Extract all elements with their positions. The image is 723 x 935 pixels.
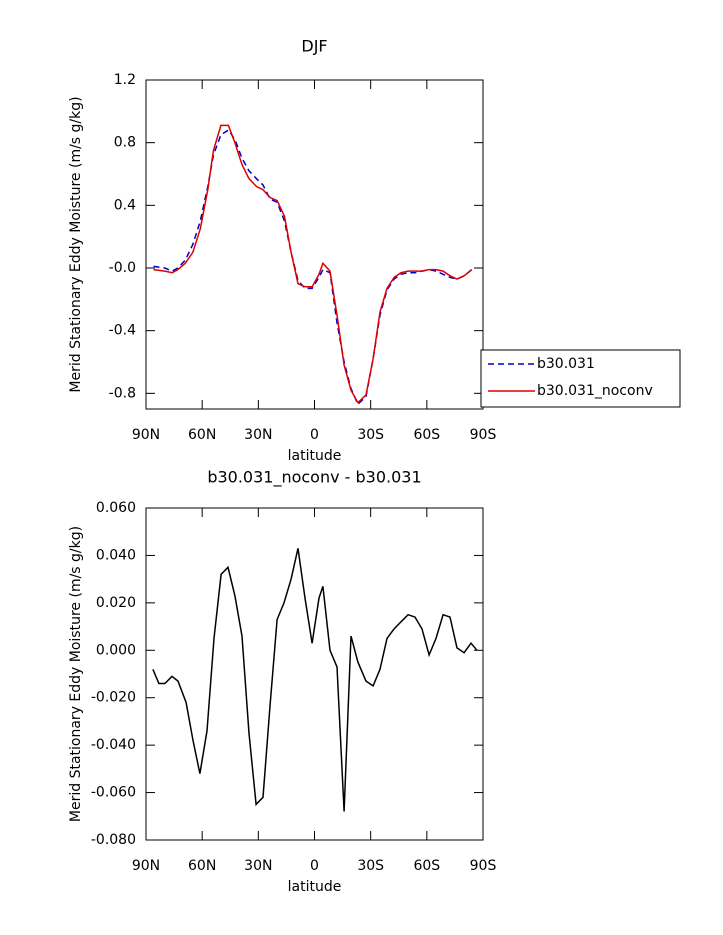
x-tick-label: 60N [188,427,216,443]
y-tick-label: 1.2 [114,72,136,88]
x-tick-label: 0 [310,427,319,443]
y-tick-label: -0.020 [91,690,136,706]
y-tick-label: 0.060 [96,500,136,516]
plot-frame [145,79,484,410]
x-tick-label: 0 [310,858,319,874]
x-tick-label: 30N [244,427,272,443]
y-tick-label: 0.8 [114,135,136,151]
y-tick-label: -0.080 [91,832,136,848]
x-tick-label: 60S [413,858,440,874]
x-tick-label: 90N [132,427,160,443]
x-tick-label: 90S [470,427,497,443]
y-tick-label: -0.040 [91,737,136,753]
x-tick-label: 90S [470,858,497,874]
y-tick-label: -0.060 [91,785,136,801]
y-tick-label: -0.4 [109,323,136,339]
y-axis-label: Merid Stationary Eddy Moisture (m/s g/kg… [68,96,84,392]
data-line [153,124,473,404]
x-tick-label: 30S [357,427,384,443]
legend-box [480,349,681,408]
x-axis-label: latitude [288,879,342,895]
legend-label: b30.031 [537,356,595,372]
x-tick-label: 60N [188,858,216,874]
y-tick-label: 0.040 [96,547,136,563]
y-tick-label: 0.020 [96,595,136,611]
y-tick-label: 0.000 [96,642,136,658]
x-tick-label: 60S [413,427,440,443]
y-axis-label: Merid Stationary Eddy Moisture (m/s g/kg… [68,526,84,822]
y-tick-label: -0.0 [109,260,136,276]
chart-title: b30.031_noconv - b30.031 [207,468,421,488]
x-tick-label: 30N [244,858,272,874]
chart-title: DJF [301,37,327,56]
x-tick-label: 90N [132,858,160,874]
x-tick-label: 30S [357,858,384,874]
data-line [153,129,473,406]
data-line [152,548,478,812]
x-axis-label: latitude [288,448,342,464]
y-tick-label: -0.8 [109,385,136,401]
legend-label: b30.031_noconv [537,383,653,399]
y-tick-label: 0.4 [114,197,136,213]
plot-frame [145,507,484,841]
